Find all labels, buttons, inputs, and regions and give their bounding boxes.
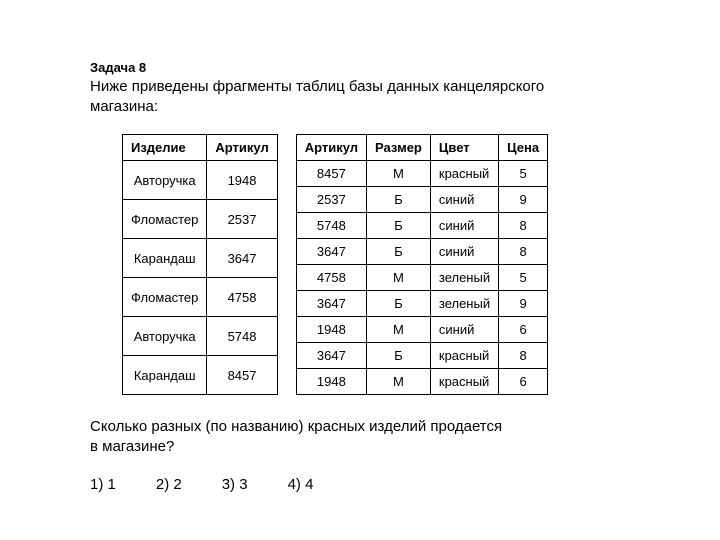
table-cell: 3647 [296,239,366,265]
answer-option-1: 1) 1 [90,476,116,493]
table-row: 1948Мкрасный6 [296,369,547,395]
table-cell: 3647 [207,239,277,278]
table-row: Авторучка5748 [123,317,278,356]
table-header-row: Изделие Артикул [123,135,278,161]
answer-options: 1) 1 2) 2 3) 3 4) 4 [90,476,630,493]
tables-container: Изделие Артикул Авторучка1948Фломастер25… [122,134,630,395]
prompt-line-2: магазина: [90,98,158,115]
table-row: 5748Бсиний8 [296,213,547,239]
table-cell: М [367,161,431,187]
question-line-1: Сколько разных (по названию) красных изд… [90,418,502,435]
table-cell: М [367,317,431,343]
table-cell: 5748 [207,317,277,356]
table-cell: М [367,369,431,395]
table-cell: синий [430,317,498,343]
question: Сколько разных (по названию) красных изд… [90,417,630,456]
table-cell: Авторучка [123,317,207,356]
table-header-row: Артикул Размер Цвет Цена [296,135,547,161]
table-cell: Б [367,343,431,369]
table-cell: Авторучка [123,161,207,200]
table-row: 8457Мкрасный5 [296,161,547,187]
task-number: Задача 8 [90,60,630,75]
table-cell: 5 [499,161,548,187]
table-cell: зеленый [430,291,498,317]
table-cell: 3647 [296,343,366,369]
table-row: 3647Бсиний8 [296,239,547,265]
table-cell: Б [367,213,431,239]
table-row: 3647Бкрасный8 [296,343,547,369]
table-cell: Фломастер [123,278,207,317]
table-cell: зеленый [430,265,498,291]
table-cell: М [367,265,431,291]
table-cell: красный [430,343,498,369]
table-cell: 1948 [296,369,366,395]
col-header: Изделие [123,135,207,161]
table-cell: 8457 [296,161,366,187]
table-cell: Б [367,239,431,265]
table-cell: Карандаш [123,356,207,395]
table-cell: 6 [499,317,548,343]
table-cell: красный [430,369,498,395]
col-header: Цвет [430,135,498,161]
table-cell: синий [430,239,498,265]
products-table: Изделие Артикул Авторучка1948Фломастер25… [122,134,278,395]
table-cell: 1948 [207,161,277,200]
table-cell: 2537 [296,187,366,213]
table-cell: 8 [499,213,548,239]
table-cell: 1948 [296,317,366,343]
table-cell: Б [367,291,431,317]
answer-option-2: 2) 2 [156,476,182,493]
col-header: Артикул [296,135,366,161]
table-cell: Фломастер [123,200,207,239]
table-row: 3647Бзеленый9 [296,291,547,317]
table-cell: 3647 [296,291,366,317]
table-row: Авторучка1948 [123,161,278,200]
table-cell: 4758 [296,265,366,291]
table-cell: 9 [499,187,548,213]
articles-table: Артикул Размер Цвет Цена 8457Мкрасный525… [296,134,548,395]
table-cell: 2537 [207,200,277,239]
table-cell: 4758 [207,278,277,317]
table-cell: Б [367,187,431,213]
table-cell: 6 [499,369,548,395]
table-row: Фломастер4758 [123,278,278,317]
table-body: 8457Мкрасный52537Бсиний95748Бсиний83647Б… [296,161,547,395]
prompt-line-1: Ниже приведены фрагменты таблиц базы дан… [90,78,544,95]
table-cell: синий [430,187,498,213]
table-row: 2537Бсиний9 [296,187,547,213]
table-cell: синий [430,213,498,239]
table-body: Авторучка1948Фломастер2537Карандаш3647Фл… [123,161,278,395]
table-cell: 9 [499,291,548,317]
table-cell: 8457 [207,356,277,395]
table-row: Карандаш3647 [123,239,278,278]
col-header: Артикул [207,135,277,161]
table-cell: красный [430,161,498,187]
question-line-2: в магазине? [90,438,174,455]
table-row: Карандаш8457 [123,356,278,395]
table-row: Фломастер2537 [123,200,278,239]
table-row: 4758Мзеленый5 [296,265,547,291]
table-row: 1948Мсиний6 [296,317,547,343]
task-prompt: Ниже приведены фрагменты таблиц базы дан… [90,77,630,116]
answer-option-4: 4) 4 [288,476,314,493]
answer-option-3: 3) 3 [222,476,248,493]
col-header: Размер [367,135,431,161]
table-cell: 8 [499,343,548,369]
table-cell: 5748 [296,213,366,239]
table-cell: 5 [499,265,548,291]
col-header: Цена [499,135,548,161]
table-cell: 8 [499,239,548,265]
table-cell: Карандаш [123,239,207,278]
